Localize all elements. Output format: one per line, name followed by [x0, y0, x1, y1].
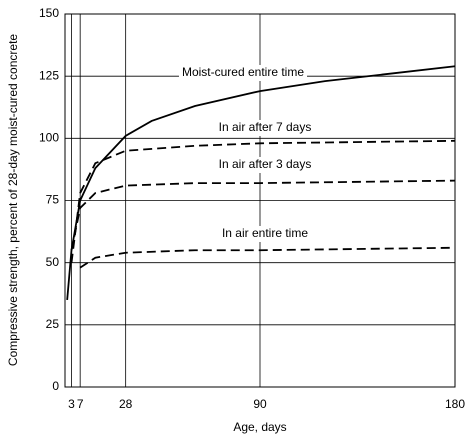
x-axis-label: Age, days	[233, 420, 286, 434]
series-label: In air after 7 days	[219, 120, 312, 134]
series-line	[70, 139, 456, 263]
y-axis-label: Compressive strength, percent of 28-day …	[6, 34, 20, 366]
series-label: In air after 3 days	[219, 157, 312, 171]
x-tick-label: 28	[119, 397, 133, 411]
series-line	[79, 246, 456, 269]
label-background	[218, 226, 312, 242]
y-tick-label: 25	[46, 317, 60, 331]
series-label: In air entire time	[222, 226, 308, 240]
series-line	[70, 179, 456, 251]
x-tick-label: 180	[445, 397, 465, 411]
y-tick-label: 50	[46, 255, 60, 269]
label-background	[215, 120, 315, 136]
label-background	[178, 65, 308, 81]
y-tick-label: 100	[39, 131, 59, 145]
y-tick-label: 125	[39, 68, 59, 82]
series-label: Moist-cured entire time	[182, 65, 304, 79]
x-tick-label: 3	[68, 397, 75, 411]
x-tick-label: 90	[253, 397, 267, 411]
label-background	[215, 157, 315, 173]
x-tick-label: 7	[77, 397, 84, 411]
y-tick-label: 75	[46, 193, 60, 207]
y-tick-label: 150	[39, 6, 59, 20]
y-tick-label: 0	[52, 379, 59, 393]
